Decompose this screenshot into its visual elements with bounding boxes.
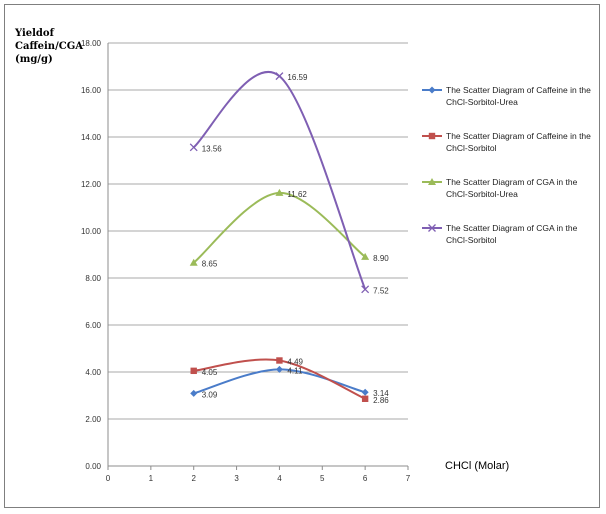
data-point	[190, 389, 198, 397]
legend-swatch	[422, 86, 442, 94]
data-point	[275, 365, 283, 373]
legend-label: The Scatter Diagram of Caffeine in the C…	[446, 85, 591, 107]
y-tick-label: 10.00	[81, 227, 102, 236]
y-tick-label: 4.00	[85, 368, 101, 377]
data-point	[361, 388, 369, 396]
data-label: 3.14	[373, 389, 389, 398]
y-tick-label: 18.00	[81, 39, 102, 48]
series-line	[193, 368, 366, 395]
legend-item: The Scatter Diagram of CGA in the ChCl-S…	[421, 222, 599, 268]
series-line	[193, 71, 367, 290]
data-label: 4.49	[287, 357, 303, 366]
data-point	[189, 258, 198, 266]
data-point	[361, 395, 369, 402]
x-tick-label: 7	[406, 474, 411, 483]
legend-label: The Scatter Diagram of CGA in the ChCl-S…	[446, 223, 578, 245]
chart-frame	[4, 4, 600, 508]
data-label: 4.05	[202, 368, 218, 377]
data-label: 8.90	[373, 254, 389, 263]
x-marker-stroke	[361, 285, 370, 294]
x-tick-label: 2	[191, 474, 196, 483]
x-axis-title: CHCl (Molar)	[445, 460, 510, 472]
data-label: 2.86	[373, 396, 389, 405]
x-marker-stroke	[275, 72, 284, 81]
y-tick-label: 0.00	[85, 462, 101, 471]
legend-label: The Scatter Diagram of CGA in the ChCl-S…	[446, 177, 578, 199]
y-tick-label: 8.00	[85, 274, 101, 283]
y-tick-label: 16.00	[81, 86, 102, 95]
data-point	[361, 252, 370, 260]
legend-swatch	[422, 132, 442, 140]
x-tick-label: 0	[106, 474, 111, 483]
legend-item: The Scatter Diagram of Caffeine in the C…	[421, 84, 599, 130]
y-tick-label: 2.00	[85, 415, 101, 424]
legend: The Scatter Diagram of Caffeine in the C…	[421, 84, 599, 268]
x-marker-stroke	[189, 143, 198, 152]
y-tick-label: 12.00	[81, 180, 102, 189]
data-label: 4.11	[287, 366, 303, 375]
legend-item: The Scatter Diagram of CGA in the ChCl-S…	[421, 176, 599, 222]
legend-marker	[428, 224, 436, 232]
legend-marker	[428, 132, 436, 140]
x-tick-label: 6	[363, 474, 368, 483]
data-point	[275, 188, 284, 196]
legend-swatch	[422, 224, 442, 232]
data-point	[189, 143, 198, 152]
data-point	[275, 72, 284, 81]
y-axis-title: Yieldof Caffein/CGA (mg/g)	[15, 28, 83, 65]
x-tick-label: 3	[234, 474, 239, 483]
series-line	[193, 358, 366, 400]
data-label: 11.62	[287, 190, 307, 199]
x-tick-label: 1	[149, 474, 154, 483]
legend-marker	[428, 178, 436, 185]
data-label: 13.56	[202, 144, 223, 153]
data-point	[190, 367, 197, 375]
data-point	[361, 285, 370, 294]
legend-label: The Scatter Diagram of Caffeine in the C…	[446, 131, 591, 153]
legend-item: The Scatter Diagram of Caffeine in the C…	[421, 130, 599, 176]
data-label: 8.65	[202, 260, 218, 269]
legend-marker	[428, 86, 436, 94]
x-tick-label: 5	[320, 474, 325, 483]
data-point	[276, 357, 283, 364]
x-tick-label: 4	[277, 474, 282, 483]
y-tick-label: 14.00	[81, 133, 102, 142]
legend-swatch	[422, 178, 442, 185]
data-label: 16.59	[287, 73, 308, 82]
x-marker-stroke	[428, 224, 436, 232]
y-tick-label: 6.00	[85, 321, 101, 330]
series-line	[193, 191, 366, 264]
data-label: 7.52	[373, 286, 389, 295]
data-label: 3.09	[202, 390, 218, 399]
